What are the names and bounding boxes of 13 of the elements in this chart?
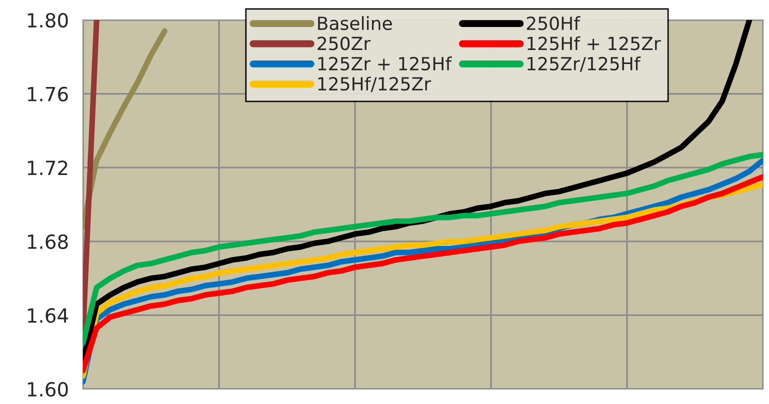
legend-label: Baseline <box>318 16 392 30</box>
legend-label: 250Hf <box>526 16 580 30</box>
y-tick-label: 1.76 <box>28 86 68 102</box>
y-tick-label: 1.80 <box>28 12 68 28</box>
legend-label: 125Zr/125Hf <box>528 56 641 72</box>
legend-label: 250Zr <box>318 36 371 50</box>
legend-label: 125Zr + 125Hf <box>318 56 452 70</box>
legend-label: 125Hf + 125Zr <box>528 36 661 50</box>
y-tick-label: 1.68 <box>28 234 68 250</box>
y-tick-label: 1.60 <box>28 382 68 397</box>
legend-label: 125Hf/125Zr <box>318 76 432 92</box>
y-tick-label: 1.72 <box>28 160 68 175</box>
y-tick-label: 1.64 <box>28 308 68 323</box>
